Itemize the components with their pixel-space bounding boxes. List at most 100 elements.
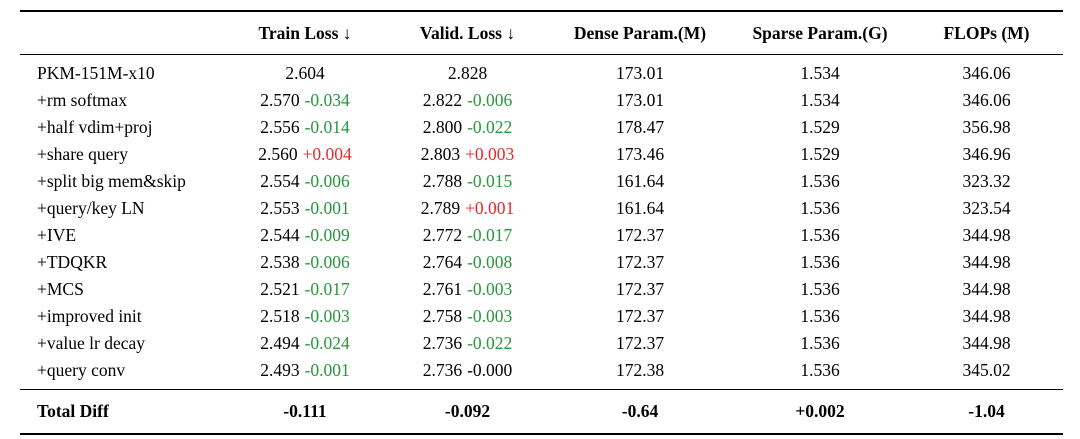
- train-loss-value: 2.544: [260, 225, 300, 245]
- col-header-flops: FLOPs (M): [910, 11, 1063, 55]
- train-loss-diff: -0.001: [304, 360, 350, 380]
- valid-loss-diff: -0.003: [467, 306, 513, 326]
- train-loss-diff: -0.009: [304, 225, 350, 245]
- valid-loss-diff: +0.001: [465, 198, 515, 218]
- valid-loss-diff: -0.006: [467, 90, 513, 110]
- table-row: +share query 2.560 +0.004 2.803 +0.003 173…: [20, 141, 1063, 168]
- sparse-param-value: 1.536: [800, 252, 840, 272]
- sparse-param-value: 1.529: [800, 117, 840, 137]
- sparse-param-value: 1.536: [800, 360, 840, 380]
- flops-value: 344.98: [962, 306, 1011, 326]
- valid-loss-value: 2.772: [422, 225, 463, 245]
- valid-loss-value: 2.789: [420, 198, 461, 218]
- dense-param-value: 172.37: [615, 333, 665, 353]
- valid-loss-diff: -0.017: [467, 225, 513, 245]
- sparse-param-value: 1.529: [800, 144, 840, 164]
- row-label: +TDQKR: [37, 252, 108, 272]
- train-loss-diff: +0.004: [302, 144, 352, 164]
- flops-value: 323.54: [962, 198, 1011, 218]
- train-loss-value: 2.518: [260, 306, 300, 326]
- dense-param-value: 172.37: [615, 279, 665, 299]
- row-label: +improved init: [37, 306, 142, 326]
- train-loss-value: 2.556: [260, 117, 300, 137]
- valid-loss-diff: -0.000: [467, 360, 513, 380]
- train-loss-value: 2.521: [260, 279, 300, 299]
- sparse-param-value: 1.534: [800, 63, 840, 83]
- dense-param-value: 172.37: [615, 252, 665, 272]
- row-label: +split big mem&skip: [37, 171, 186, 191]
- table-row: +value lr decay 2.494 -0.024 2.736 -0.022 …: [20, 330, 1063, 357]
- table-row: +MCS 2.521 -0.017 2.761 -0.003 172.37 1.53…: [20, 276, 1063, 303]
- train-loss-diff: -0.003: [304, 306, 350, 326]
- total-flops-diff: -1.04: [910, 389, 1063, 434]
- train-loss-value: 2.554: [260, 171, 300, 191]
- col-header-dense-param: Dense Param.(M): [550, 11, 730, 55]
- dense-param-value: 173.01: [615, 63, 665, 83]
- dense-param-value: 178.47: [615, 117, 665, 137]
- table-row: +improved init 2.518 -0.003 2.758 -0.003 1…: [20, 303, 1063, 330]
- sparse-param-value: 1.536: [800, 225, 840, 245]
- total-valid-loss-diff: -0.092: [385, 389, 550, 434]
- valid-loss-diff: -0.008: [467, 252, 513, 272]
- train-loss-value: 2.604: [285, 63, 325, 83]
- table-row: +split big mem&skip 2.554 -0.006 2.788 -0.…: [20, 168, 1063, 195]
- table-row: +query conv 2.493 -0.001 2.736 -0.000 172.…: [20, 357, 1063, 390]
- sparse-param-value: 1.536: [800, 279, 840, 299]
- total-dense-param-diff: -0.64: [550, 389, 730, 434]
- train-loss-diff: -0.006: [304, 171, 350, 191]
- train-loss-diff: -0.014: [304, 117, 350, 137]
- valid-loss-value: 2.828: [447, 63, 488, 83]
- table-row: PKM-151M-x10 2.604 2.828 173.01 1.534 34…: [20, 55, 1063, 88]
- dense-param-value: 173.01: [615, 90, 665, 110]
- flops-value: 323.32: [962, 171, 1011, 191]
- train-loss-value: 2.560: [258, 144, 298, 164]
- flops-value: 346.96: [962, 144, 1011, 164]
- row-label: +rm softmax: [37, 90, 128, 110]
- train-loss-diff: -0.034: [304, 90, 350, 110]
- col-header-valid-loss: Valid. Loss ↓: [385, 11, 550, 55]
- dense-param-value: 161.64: [615, 198, 665, 218]
- valid-loss-value: 2.764: [422, 252, 463, 272]
- valid-loss-diff: -0.015: [467, 171, 513, 191]
- train-loss-diff: -0.001: [304, 198, 350, 218]
- table-row: +rm softmax 2.570 -0.034 2.822 -0.006 173.…: [20, 87, 1063, 114]
- total-sparse-param-diff: +0.002: [730, 389, 910, 434]
- table-row: +TDQKR 2.538 -0.006 2.764 -0.008 172.37 1.…: [20, 249, 1063, 276]
- dense-param-value: 173.46: [615, 144, 665, 164]
- total-diff-label: Total Diff: [20, 389, 225, 434]
- flops-value: 345.02: [962, 360, 1011, 380]
- row-label: +share query: [37, 144, 129, 164]
- valid-loss-value: 2.788: [422, 171, 463, 191]
- dense-param-value: 172.37: [615, 306, 665, 326]
- valid-loss-value: 2.803: [420, 144, 461, 164]
- row-label: +IVE: [37, 225, 77, 245]
- table-footer: Total Diff -0.111 -0.092 -0.64 +0.002 -1…: [20, 389, 1063, 434]
- flops-value: 344.98: [962, 279, 1011, 299]
- valid-loss-value: 2.736: [422, 333, 463, 353]
- dense-param-value: 161.64: [615, 171, 665, 191]
- row-label: +half vdim+proj: [37, 117, 153, 137]
- sparse-param-value: 1.536: [800, 198, 840, 218]
- table-row: +half vdim+proj 2.556 -0.014 2.800 -0.022 …: [20, 114, 1063, 141]
- train-loss-value: 2.553: [260, 198, 300, 218]
- dense-param-value: 172.37: [615, 225, 665, 245]
- flops-value: 346.06: [962, 63, 1011, 83]
- row-label: +value lr decay: [37, 333, 146, 353]
- valid-loss-value: 2.800: [422, 117, 463, 137]
- header-row: Train Loss ↓ Valid. Loss ↓ Dense Param.(…: [20, 11, 1063, 55]
- valid-loss-diff: +0.003: [465, 144, 515, 164]
- train-loss-value: 2.538: [260, 252, 300, 272]
- row-label: +query/key LN: [37, 198, 145, 218]
- sparse-param-value: 1.536: [800, 333, 840, 353]
- total-train-loss-diff: -0.111: [225, 389, 385, 434]
- train-loss-value: 2.570: [260, 90, 300, 110]
- valid-loss-value: 2.822: [422, 90, 463, 110]
- flops-value: 344.98: [962, 333, 1011, 353]
- train-loss-value: 2.493: [260, 360, 300, 380]
- total-diff-row: Total Diff -0.111 -0.092 -0.64 +0.002 -1…: [20, 389, 1063, 434]
- table-body: PKM-151M-x10 2.604 2.828 173.01 1.534 34…: [20, 55, 1063, 390]
- sparse-param-value: 1.536: [800, 306, 840, 326]
- dense-param-value: 172.38: [615, 360, 665, 380]
- flops-value: 356.98: [962, 117, 1011, 137]
